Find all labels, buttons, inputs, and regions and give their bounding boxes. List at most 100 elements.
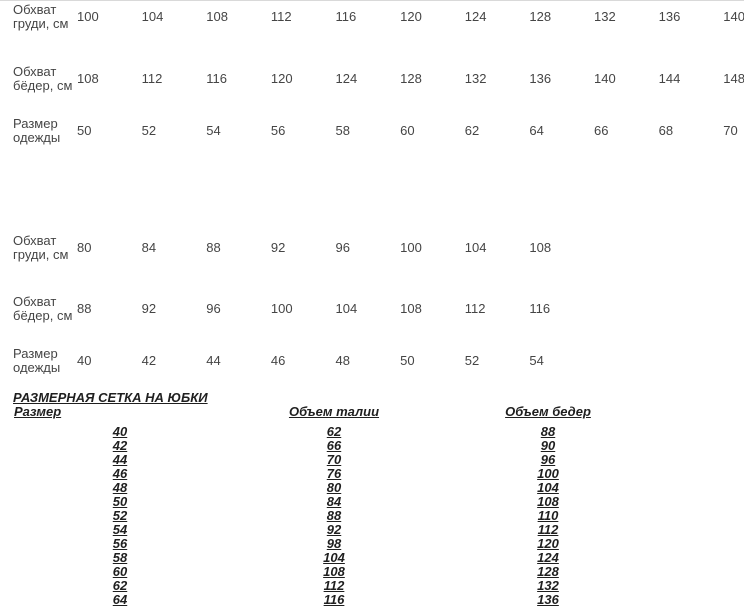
row-label: Размер одежды <box>13 347 61 374</box>
skirt-header-row: Размер Объем талии Объем бедер <box>13 405 655 425</box>
skirt-row: 48 80 104 <box>13 481 655 495</box>
size-value: 144 <box>658 70 681 86</box>
skirt-cell: 70 <box>326 452 342 467</box>
skirt-row: 60 108 128 <box>13 565 655 579</box>
row-label: Обхват груди, см <box>13 233 69 262</box>
skirt-row: 62 112 132 <box>13 579 655 593</box>
size-value: 116 <box>529 300 551 316</box>
size-value: 108 <box>529 239 552 255</box>
size-value: 148 <box>723 70 744 86</box>
skirt-row: 54 92 112 <box>13 523 655 537</box>
row-label: Размер одежды <box>13 117 61 145</box>
skirt-cell: 84 <box>326 494 342 509</box>
skirt-cell: 62 <box>326 424 342 439</box>
skirt-cell: 90 <box>540 438 556 453</box>
size-row: Обхват груди, см 100 104 108 112 116 120 <box>0 0 744 65</box>
skirt-cell: 62 <box>112 578 128 593</box>
size-row: Обхват бёдер, см 88 92 96 100 104 108 1 <box>0 295 744 347</box>
size-value: 132 <box>464 70 487 86</box>
skirt-cell: 120 <box>537 536 559 551</box>
skirt-cell: 100 <box>537 466 559 481</box>
skirt-row: 44 70 96 <box>13 453 655 467</box>
size-value: 50 <box>77 122 92 138</box>
size-value: 100 <box>77 8 99 24</box>
skirt-cell: 98 <box>326 536 342 551</box>
skirt-cell: 52 <box>112 508 128 523</box>
skirt-cell: 88 <box>540 424 556 439</box>
column-header-hips: Объем бедер <box>505 404 591 419</box>
skirt-row: 58 104 124 <box>13 551 655 565</box>
skirt-cell: 56 <box>112 536 128 551</box>
size-value: 68 <box>658 122 674 138</box>
skirt-section-title: РАЗМЕРНАЯ СЕТКА НА ЮБКИ <box>13 390 208 405</box>
skirt-row: 56 98 120 <box>13 537 655 551</box>
size-value: 112 <box>141 70 163 86</box>
size-value: 84 <box>141 239 157 255</box>
skirt-cell: 92 <box>326 522 342 537</box>
size-value: 92 <box>270 239 286 255</box>
size-value: 70 <box>723 122 738 138</box>
size-value: 104 <box>335 300 358 316</box>
size-value: 96 <box>206 300 221 316</box>
size-row: Обхват груди, см 80 84 88 92 96 100 104 <box>0 178 744 295</box>
size-value: 80 <box>77 239 92 255</box>
size-value: 52 <box>141 122 157 138</box>
size-value: 66 <box>594 122 609 138</box>
size-value: 104 <box>464 239 487 255</box>
size-value: 56 <box>270 122 286 138</box>
column-header-waist: Объем талии <box>288 404 380 419</box>
skirt-cell: 104 <box>537 480 559 495</box>
size-value: 108 <box>77 70 99 86</box>
skirt-row: 46 76 100 <box>13 467 655 481</box>
size-value: 88 <box>206 239 221 255</box>
size-value: 60 <box>400 122 415 138</box>
size-value: 88 <box>77 300 92 316</box>
row-label: Обхват бёдер, см <box>13 65 73 93</box>
row-label: Обхват бёдер, см <box>13 295 73 323</box>
skirt-cell: 124 <box>537 550 559 565</box>
size-value: 136 <box>529 70 552 86</box>
skirt-row: 42 66 90 <box>13 439 655 453</box>
size-value: 44 <box>206 352 221 368</box>
size-row: Обхват бёдер, см 108 112 116 120 124 128 <box>0 65 744 117</box>
skirt-cell: 44 <box>112 452 128 467</box>
skirt-cell: 136 <box>537 592 559 607</box>
skirt-cell: 108 <box>323 564 345 579</box>
skirt-row: 52 88 110 <box>13 509 655 523</box>
skirt-size-table: Размер Объем талии Объем бедер 40 62 88 <box>13 405 655 607</box>
size-value: 48 <box>335 352 350 368</box>
size-value: 140 <box>723 8 744 24</box>
skirt-cell: 54 <box>112 522 128 537</box>
size-value: 120 <box>400 8 422 24</box>
size-value: 124 <box>335 70 358 86</box>
skirt-cell: 80 <box>326 480 342 495</box>
skirt-cell: 58 <box>112 550 128 565</box>
size-value: 124 <box>464 8 487 24</box>
skirt-cell: 50 <box>112 494 128 509</box>
skirt-cell: 132 <box>537 578 559 593</box>
size-row: Размер одежды 50 52 54 56 58 60 62 <box>0 117 744 178</box>
skirt-cell: 96 <box>540 452 556 467</box>
size-value: 58 <box>335 122 350 138</box>
skirt-cell: 64 <box>112 592 128 607</box>
size-value: 100 <box>400 239 422 255</box>
size-value: 104 <box>141 8 164 24</box>
size-value: 46 <box>270 352 286 368</box>
size-value: 42 <box>141 352 157 368</box>
skirt-row: 40 62 88 <box>13 425 655 439</box>
size-value: 40 <box>77 352 92 368</box>
size-value: 136 <box>658 8 681 24</box>
size-value: 54 <box>529 352 544 368</box>
skirt-cell: 104 <box>323 550 345 565</box>
size-value: 120 <box>270 70 293 86</box>
size-value: 62 <box>464 122 480 138</box>
size-value: 64 <box>529 122 544 138</box>
skirt-cell: 48 <box>112 480 128 495</box>
size-value: 132 <box>594 8 616 24</box>
skirt-cell: 116 <box>323 592 345 607</box>
lower-size-table: Обхват груди, см 80 84 88 92 96 100 104 <box>0 178 744 374</box>
skirt-cell: 40 <box>112 424 128 439</box>
size-value: 108 <box>206 8 228 24</box>
skirt-cell: 128 <box>537 564 559 579</box>
size-value: 116 <box>335 8 357 24</box>
